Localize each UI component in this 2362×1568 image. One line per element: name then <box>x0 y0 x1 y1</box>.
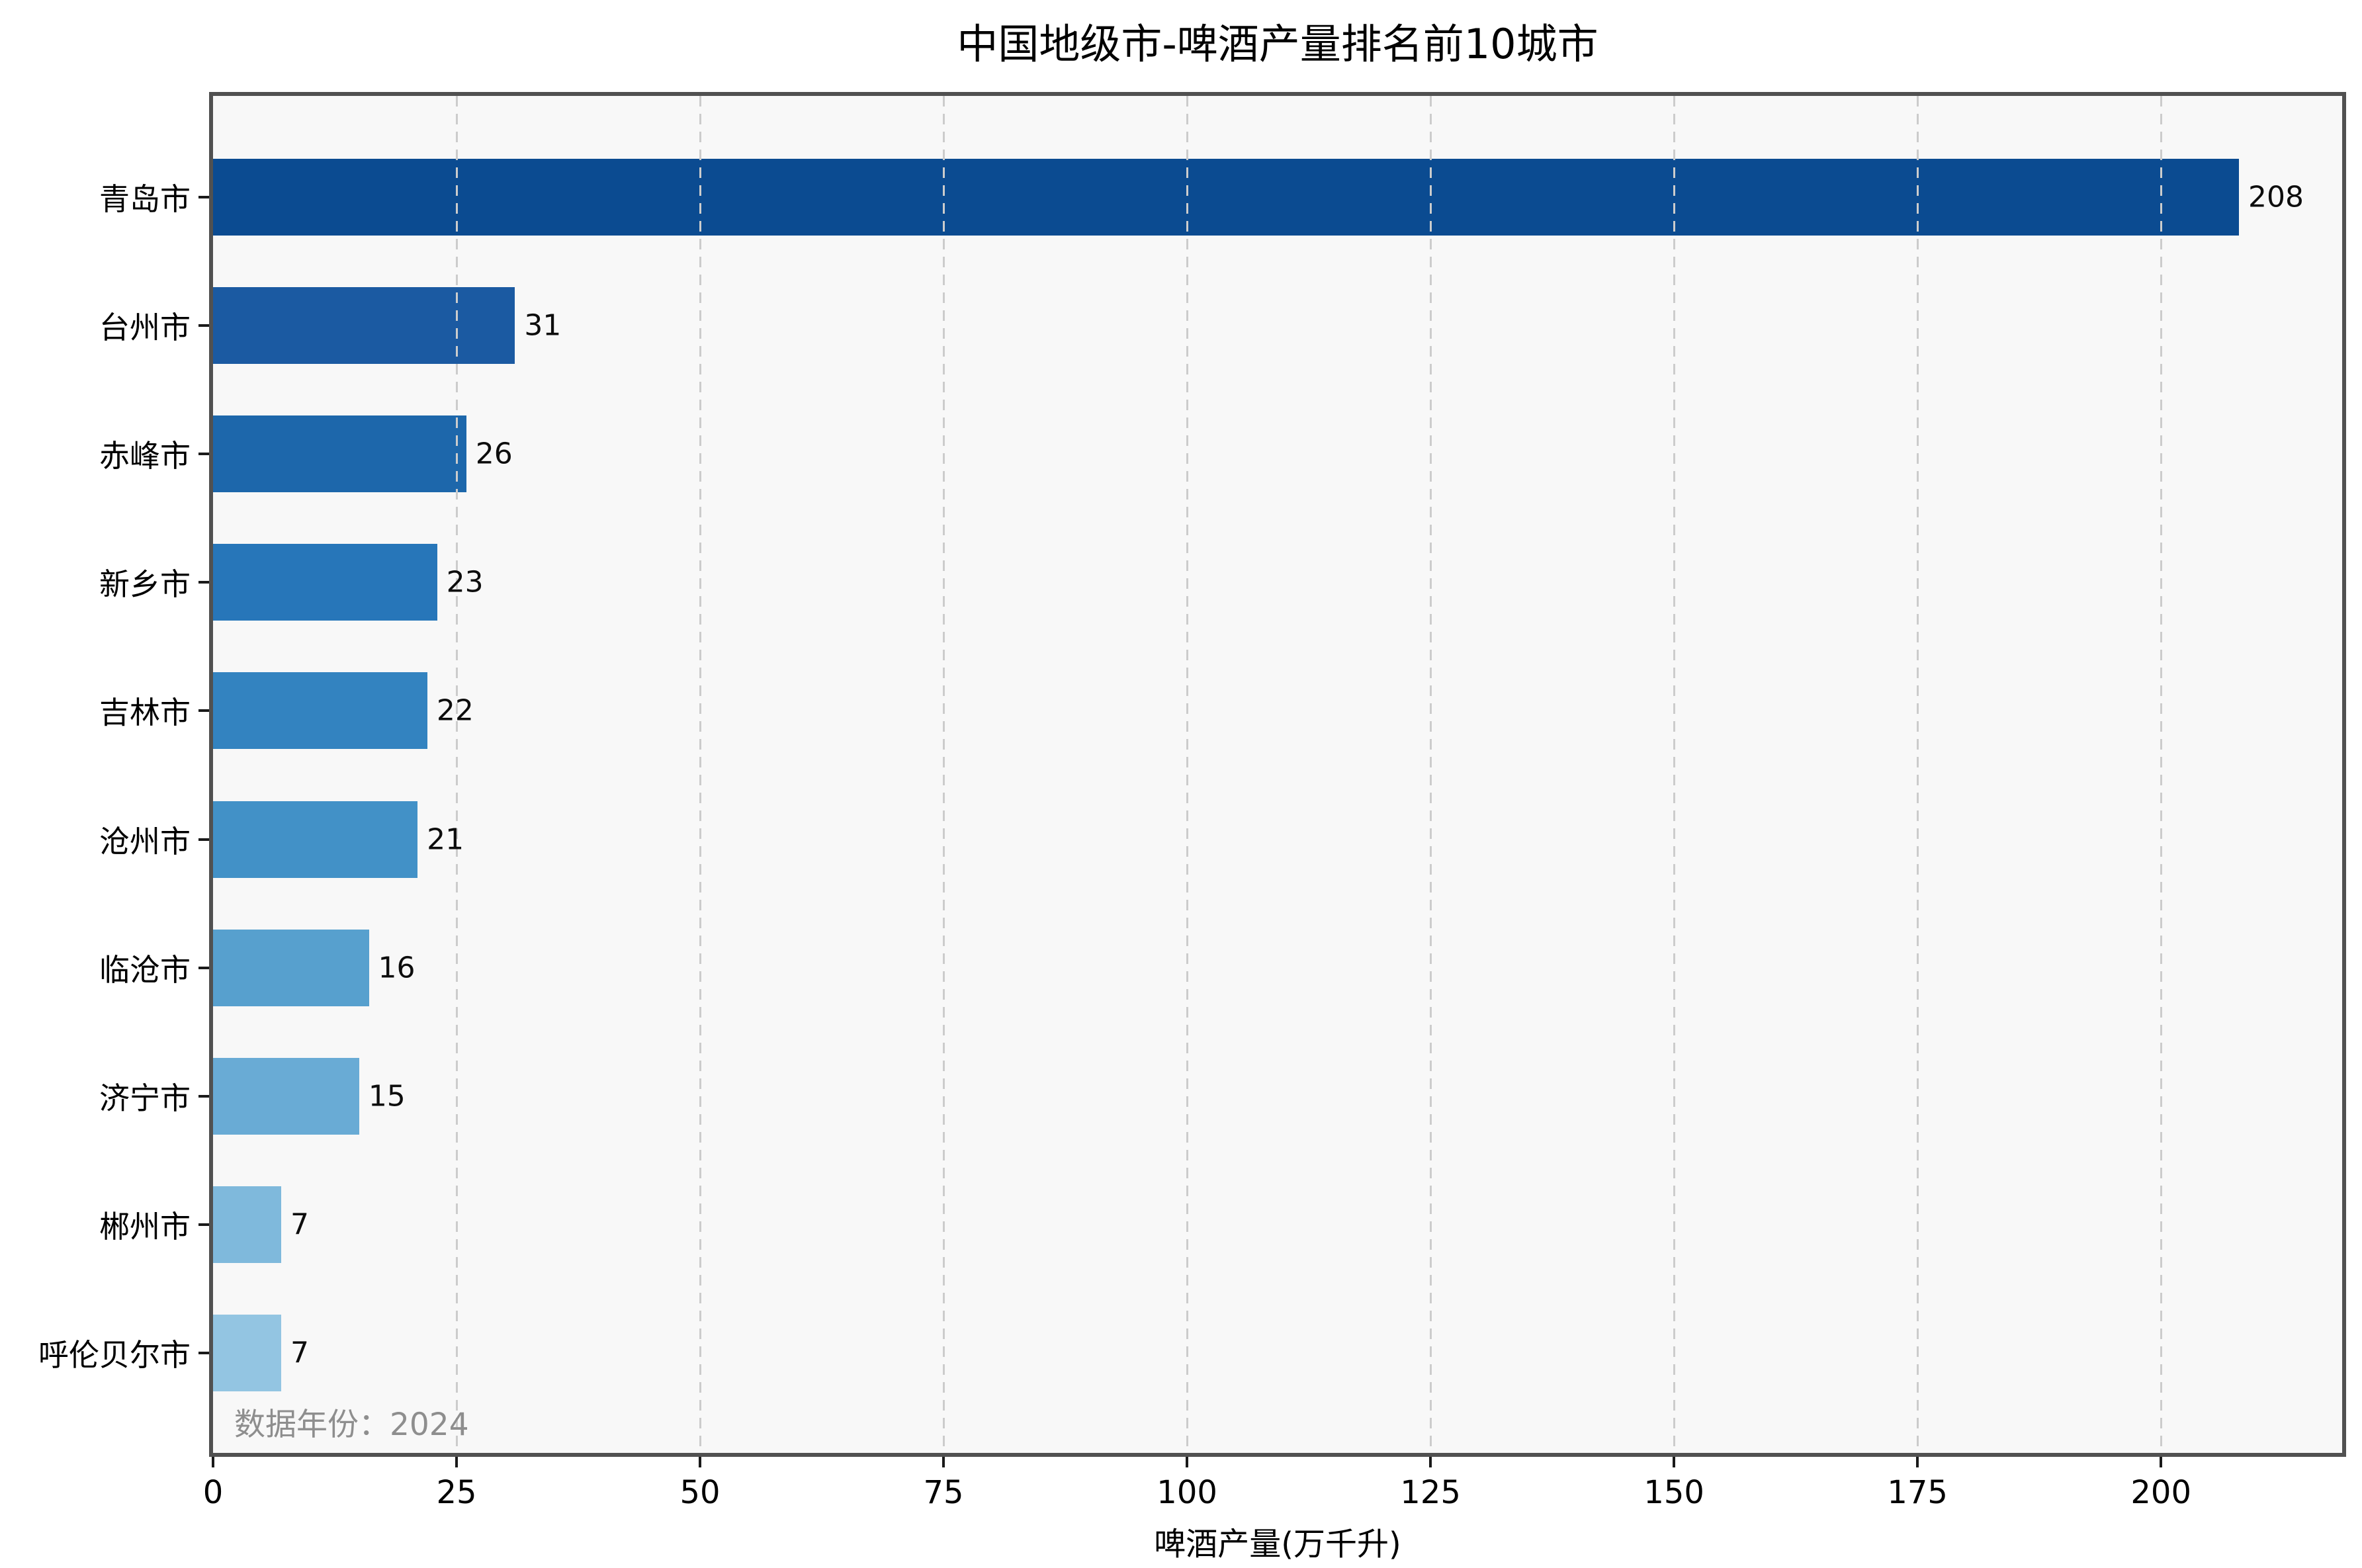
bar-value-label: 16 <box>378 951 416 985</box>
y-tick-label: 青岛市 <box>99 181 191 217</box>
x-axis-label: 啤酒产量(万千升) <box>1154 1526 1401 1563</box>
x-tick-label: 75 <box>923 1474 964 1511</box>
y-tick-mark <box>198 709 209 713</box>
bar-value-label: 15 <box>368 1079 406 1113</box>
y-tick-mark <box>198 1094 209 1098</box>
x-tick-label: 175 <box>1887 1474 1948 1511</box>
bar-value-label: 26 <box>475 437 513 471</box>
gridline <box>699 96 701 1453</box>
x-tick-mark <box>212 1457 214 1467</box>
x-tick-label: 125 <box>1400 1474 1461 1511</box>
bar <box>213 159 2239 236</box>
bar-value-label: 21 <box>427 822 464 856</box>
y-tick-label: 济宁市 <box>99 1080 191 1116</box>
x-tick-mark <box>1429 1457 1432 1467</box>
y-tick-mark <box>198 324 209 327</box>
y-tick-label: 沧州市 <box>99 823 191 859</box>
plot-area: 208 31 26 23 22 21 16 15 7 7 <box>209 92 2346 1457</box>
y-tick-label: 郴州市 <box>99 1208 191 1244</box>
chart-title: 中国地级市-啤酒产量排名前10城市 <box>957 20 1598 68</box>
bar <box>213 415 466 493</box>
x-tick-mark <box>2160 1457 2163 1467</box>
x-tick-label: 150 <box>1643 1474 1704 1511</box>
bar <box>213 1314 282 1391</box>
gridline <box>1673 96 1675 1453</box>
x-tick-label: 0 <box>202 1474 224 1511</box>
gridline <box>1429 96 1432 1453</box>
y-tick-label: 台州市 <box>99 310 191 346</box>
bar <box>213 672 427 750</box>
y-tick-mark <box>198 1351 209 1354</box>
y-tick-mark <box>198 453 209 456</box>
bar-value-label: 7 <box>290 1336 310 1370</box>
gridline <box>2160 96 2162 1453</box>
y-tick-mark <box>198 966 209 969</box>
bar-value-label: 23 <box>446 565 484 599</box>
x-tick-label: 25 <box>436 1474 477 1511</box>
gridline <box>1916 96 1919 1453</box>
x-tick-mark <box>699 1457 702 1467</box>
bar-value-label: 31 <box>524 308 562 343</box>
bar-value-label: 22 <box>436 693 474 728</box>
gridline <box>455 96 458 1453</box>
y-tick-mark <box>198 581 209 584</box>
x-tick-mark <box>1673 1457 1676 1467</box>
bar-value-label: 208 <box>2248 180 2304 214</box>
x-tick-mark <box>942 1457 945 1467</box>
x-tick-mark <box>455 1457 459 1467</box>
data-year-note: 数据年份：2024 <box>234 1407 469 1443</box>
bar <box>213 544 437 621</box>
y-tick-label: 新乡市 <box>99 566 191 603</box>
y-tick-mark <box>198 196 209 198</box>
y-tick-label: 赤峰市 <box>99 438 191 474</box>
x-tick-mark <box>1186 1457 1189 1467</box>
x-tick-label: 100 <box>1157 1474 1217 1511</box>
y-tick-label: 呼伦贝尔市 <box>38 1336 191 1373</box>
bar-value-label: 7 <box>290 1207 310 1242</box>
bar <box>213 287 515 365</box>
x-tick-label: 50 <box>679 1474 721 1511</box>
y-tick-mark <box>198 1223 209 1226</box>
bar <box>213 929 369 1006</box>
gridline <box>1186 96 1188 1453</box>
bar <box>213 801 418 878</box>
x-tick-label: 200 <box>2130 1474 2191 1511</box>
bar <box>213 1057 359 1135</box>
x-tick-mark <box>1916 1457 1919 1467</box>
y-tick-label: 吉林市 <box>99 695 191 731</box>
y-tick-label: 临沧市 <box>99 951 191 988</box>
y-tick-mark <box>198 838 209 841</box>
gridline <box>942 96 945 1453</box>
bar <box>213 1186 282 1263</box>
